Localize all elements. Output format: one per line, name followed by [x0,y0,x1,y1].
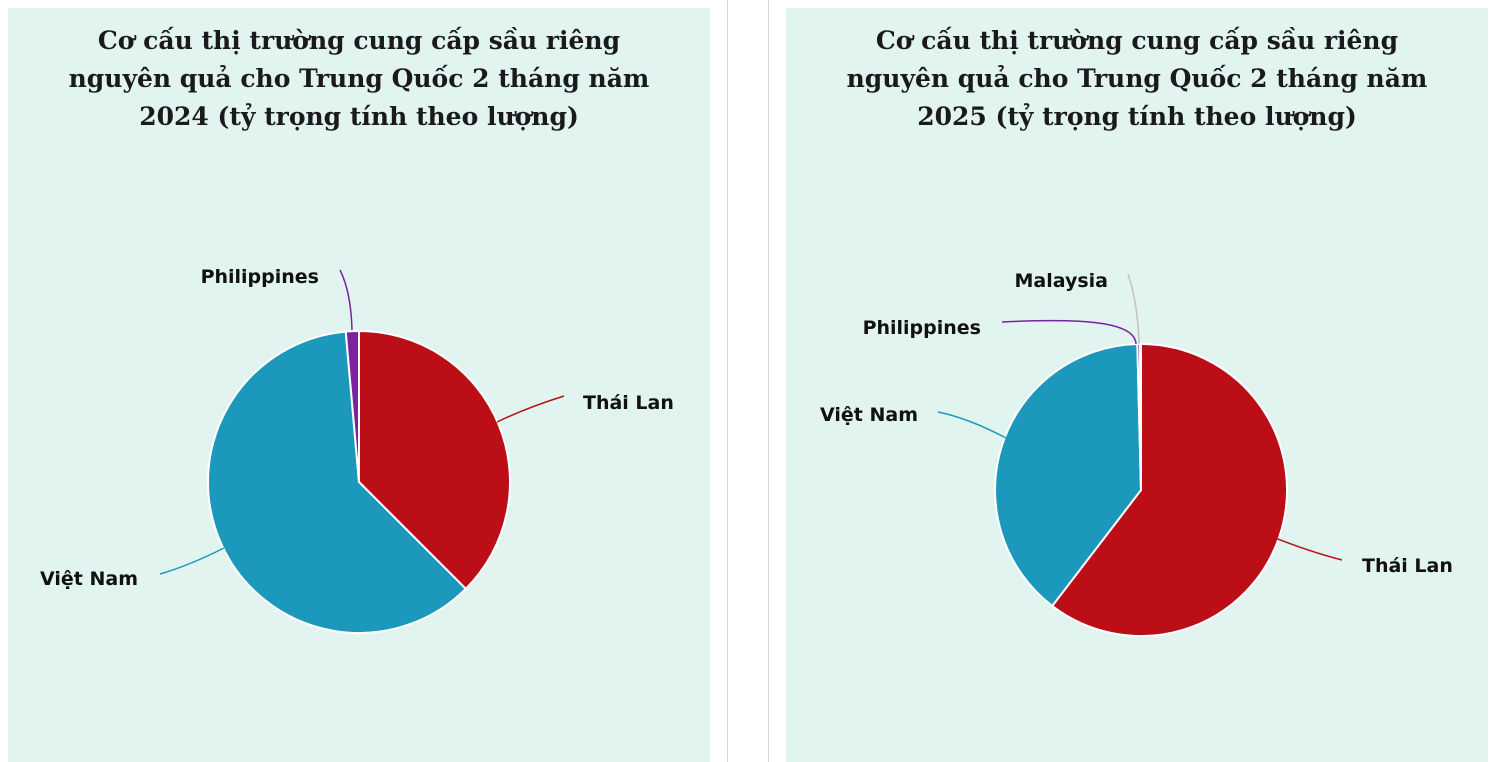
pie-slice-việt-nam [994,343,1142,607]
leader-line [339,269,353,331]
chart-title-2025: Cơ cấu thị trường cung cấp sầu riêng ngu… [846,26,1428,131]
leader-line [496,395,565,423]
pie-slice-việt-nam [207,330,467,634]
pie-chart-2024: Thái Lan Việt Nam Philippines [40,266,674,634]
pie-slice-philippines [344,330,360,483]
slice-label: Philippines [201,266,319,288]
slice-label: Việt Nam [40,568,138,590]
pie-chart-2025: Thái Lan Việt Nam Philippines Malaysia [820,270,1453,637]
leader-line [1269,535,1343,561]
slice-label: Việt Nam [820,404,918,426]
leader-line [159,547,225,575]
leader-line [937,411,1007,439]
slice-label: Malaysia [1014,270,1108,292]
chart-panel-2024: Cơ cấu thị trường cung cấp sầu riêng ngu… [8,8,710,762]
pie-slice-malaysia [1139,343,1142,491]
pie-slice-thái-lan [358,330,511,590]
panel-divider [727,0,728,762]
slice-label: Thái Lan [583,392,674,414]
chart-panel-2025: Cơ cấu thị trường cung cấp sầu riêng ngu… [786,8,1488,762]
panel-divider [768,0,769,762]
leader-line [1127,273,1140,345]
leader-line [1001,319,1137,345]
chart-title-2024: Cơ cấu thị trường cung cấp sầu riêng ngu… [68,26,650,131]
slice-label: Thái Lan [1362,555,1453,577]
slice-label: Philippines [863,317,981,339]
pie-slice-thái-lan [1051,343,1288,637]
